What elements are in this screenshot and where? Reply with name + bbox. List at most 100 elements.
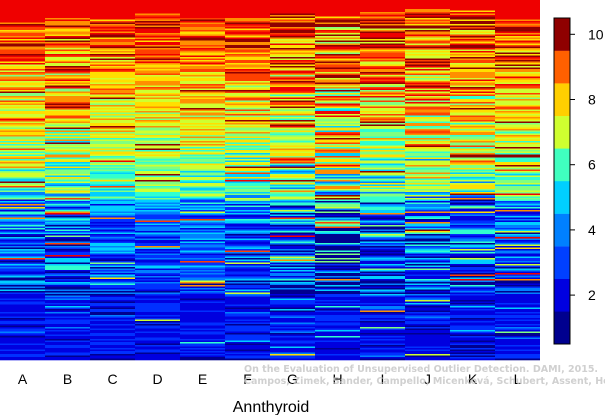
colorbar-tick-label: 8 bbox=[588, 92, 596, 108]
heatmap-cell bbox=[315, 247, 360, 250]
heatmap-cell bbox=[315, 216, 360, 218]
heatmap-cell bbox=[270, 103, 315, 106]
heatmap-cell bbox=[225, 244, 270, 247]
heatmap-cell bbox=[495, 228, 540, 230]
heatmap-cell bbox=[405, 37, 450, 40]
heatmap-cell bbox=[270, 105, 315, 107]
heatmap-cell bbox=[315, 273, 360, 275]
heatmap-cell bbox=[225, 136, 270, 139]
heatmap-cell bbox=[180, 192, 225, 194]
heatmap-cell bbox=[450, 162, 495, 164]
heatmap-cell bbox=[135, 355, 180, 358]
heatmap-cell bbox=[495, 162, 540, 164]
heatmap-cell bbox=[270, 9, 315, 11]
heatmap-cell bbox=[315, 226, 360, 229]
heatmap-cell bbox=[0, 25, 45, 28]
heatmap-cell bbox=[270, 291, 315, 293]
heatmap-cell bbox=[315, 174, 360, 176]
heatmap-cell bbox=[135, 166, 180, 169]
heatmap-cell bbox=[90, 267, 135, 269]
heatmap-cell bbox=[495, 198, 540, 200]
heatmap-cell bbox=[450, 312, 495, 314]
heatmap-cell bbox=[225, 124, 270, 127]
heatmap-cell bbox=[0, 337, 45, 340]
heatmap-cell bbox=[45, 90, 90, 92]
heatmap-cell bbox=[360, 21, 405, 23]
heatmap-cell bbox=[90, 243, 135, 245]
heatmap-cell bbox=[0, 357, 45, 359]
heatmap-cell bbox=[360, 9, 405, 11]
heatmap-cell bbox=[360, 183, 405, 185]
heatmap-cell bbox=[90, 301, 135, 304]
heatmap-cell bbox=[225, 192, 270, 194]
heatmap-cell bbox=[135, 82, 180, 85]
colorbar-segment bbox=[554, 18, 570, 51]
heatmap-cell bbox=[45, 111, 90, 113]
heatmap-cell bbox=[315, 318, 360, 320]
heatmap-cell bbox=[180, 321, 225, 323]
heatmap-cell bbox=[225, 219, 270, 221]
heatmap-cell bbox=[45, 150, 90, 152]
heatmap-cell bbox=[450, 91, 495, 94]
heatmap-cell bbox=[270, 201, 315, 203]
heatmap-cell bbox=[450, 12, 495, 14]
heatmap-cell bbox=[360, 178, 405, 181]
heatmap-cell bbox=[180, 154, 225, 157]
heatmap-cell bbox=[360, 136, 405, 139]
heatmap-cell bbox=[450, 309, 495, 311]
heatmap-cell bbox=[495, 276, 540, 278]
heatmap-cell bbox=[135, 220, 180, 223]
heatmap-cell bbox=[0, 154, 45, 157]
heatmap-cell bbox=[495, 336, 540, 338]
heatmap-cell bbox=[90, 75, 135, 77]
heatmap-cell bbox=[90, 226, 135, 229]
heatmap-cell bbox=[90, 330, 135, 332]
heatmap-cell bbox=[225, 82, 270, 85]
heatmap-cell bbox=[90, 54, 135, 56]
heatmap-cell bbox=[360, 114, 405, 116]
heatmap-cell bbox=[450, 67, 495, 70]
heatmap-cell bbox=[45, 121, 90, 124]
heatmap-cell bbox=[405, 10, 450, 13]
heatmap-cell bbox=[450, 298, 495, 301]
heatmap-cell bbox=[225, 318, 270, 320]
heatmap-cell bbox=[45, 255, 90, 257]
heatmap-cell bbox=[225, 189, 270, 191]
heatmap-cell bbox=[405, 268, 450, 271]
heatmap-cell bbox=[270, 214, 315, 217]
heatmap-cell bbox=[315, 102, 360, 104]
heatmap-cell bbox=[495, 270, 540, 272]
heatmap-cell bbox=[0, 205, 45, 208]
heatmap-cell bbox=[225, 250, 270, 253]
heatmap-cell bbox=[495, 21, 540, 23]
heatmap-cell bbox=[90, 202, 135, 205]
heatmap-cell bbox=[360, 325, 405, 328]
heatmap-cell bbox=[405, 99, 450, 101]
heatmap-cell bbox=[90, 244, 135, 247]
heatmap-cell bbox=[495, 351, 540, 353]
heatmap-cell bbox=[270, 159, 315, 161]
heatmap-cell bbox=[270, 345, 315, 347]
heatmap-cell bbox=[405, 30, 450, 32]
heatmap-cell bbox=[450, 235, 495, 238]
heatmap-cell bbox=[495, 180, 540, 182]
heatmap-cell bbox=[45, 228, 90, 230]
heatmap-cell bbox=[270, 13, 315, 16]
heatmap-cell bbox=[180, 211, 225, 214]
heatmap-cell bbox=[405, 112, 450, 115]
heatmap-cell bbox=[270, 249, 315, 251]
heatmap-cell bbox=[180, 51, 225, 53]
heatmap-cell bbox=[360, 213, 405, 215]
heatmap-cell bbox=[225, 301, 270, 304]
heatmap-cell bbox=[135, 231, 180, 233]
heatmap-cell bbox=[270, 285, 315, 287]
heatmap-cell bbox=[360, 322, 405, 325]
heatmap-cell bbox=[270, 138, 315, 140]
heatmap-cell bbox=[450, 31, 495, 34]
heatmap-cell bbox=[495, 346, 540, 349]
heatmap-cell bbox=[135, 325, 180, 328]
heatmap-cell bbox=[450, 93, 495, 95]
heatmap-cell bbox=[0, 189, 45, 191]
heatmap-cell bbox=[405, 232, 450, 235]
heatmap-cell bbox=[270, 339, 315, 341]
